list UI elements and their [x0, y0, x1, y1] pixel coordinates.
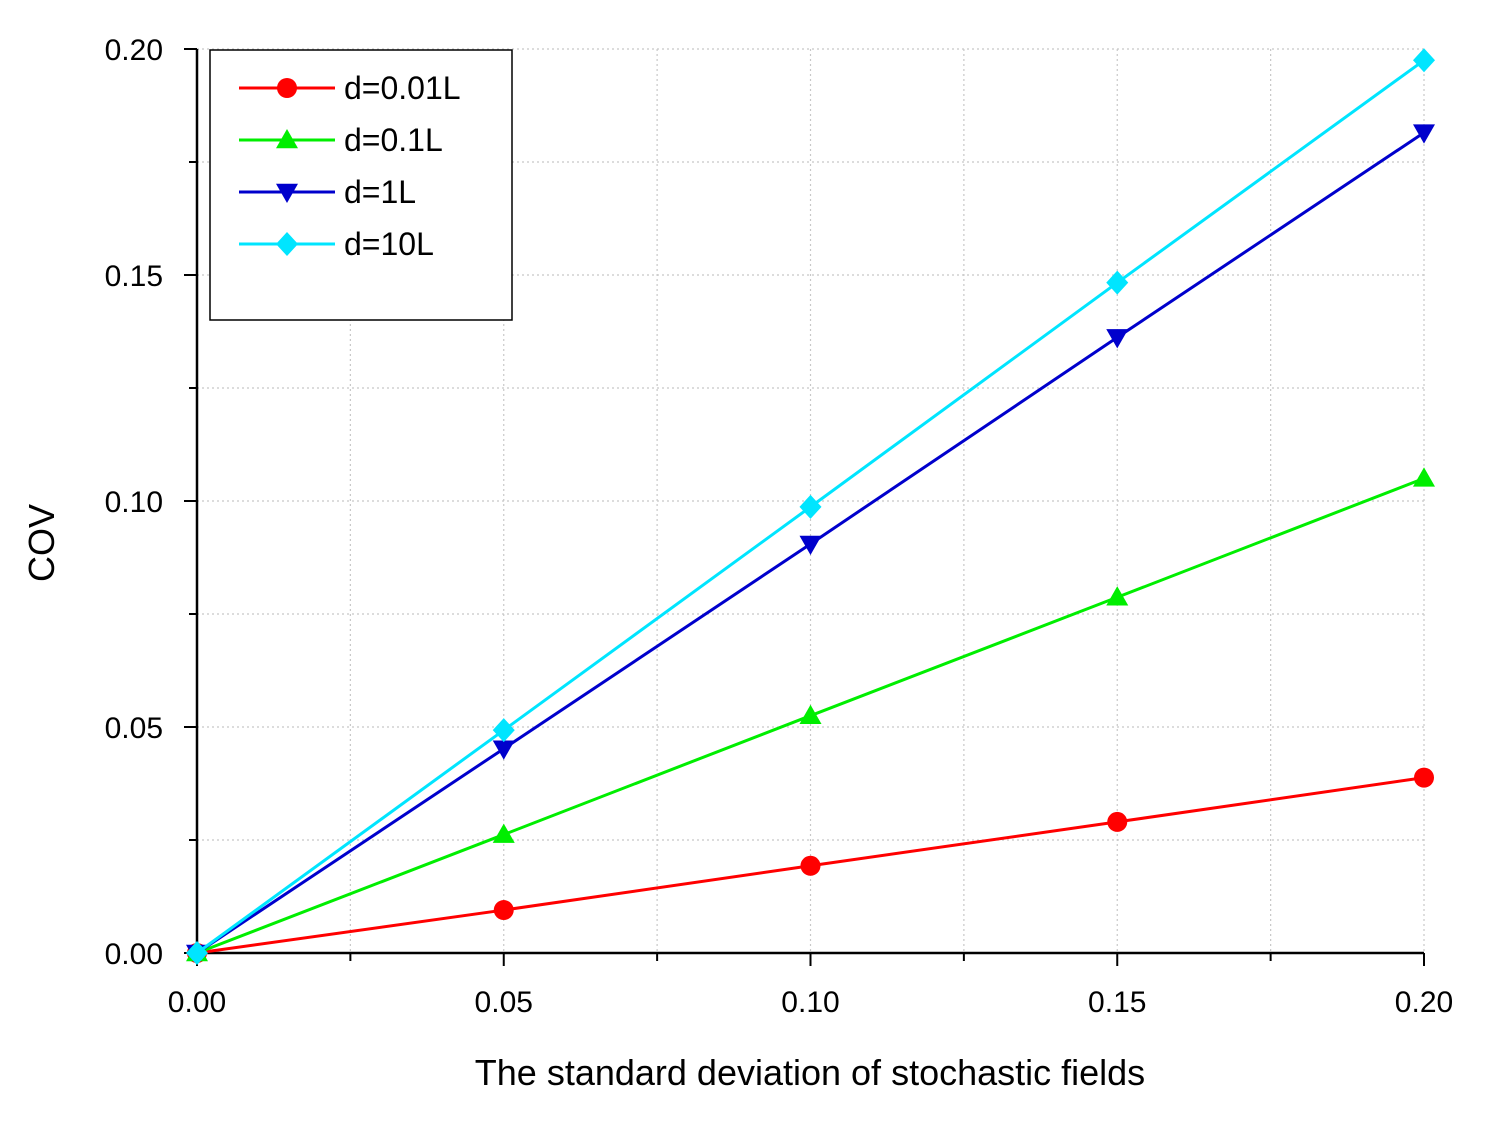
data-point: [1413, 124, 1435, 144]
legend-label: d=0.1L: [344, 122, 443, 158]
y-tick-label: 0.00: [105, 938, 163, 971]
legend-label: d=10L: [344, 226, 434, 262]
data-point: [1106, 586, 1129, 606]
data-point: [1106, 329, 1129, 349]
x-tick-label: 0.10: [781, 986, 839, 1019]
y-tick-label: 0.15: [105, 260, 163, 293]
legend: d=0.01L d=0.1L d=1L d=10L: [209, 49, 513, 321]
y-tick-label: 0.10: [105, 486, 163, 519]
data-point: [799, 494, 822, 519]
y-axis-title: COV: [21, 504, 62, 582]
series: [186, 48, 1435, 965]
data-point: [800, 855, 821, 876]
legend-label: d=1L: [344, 174, 416, 210]
ticks: 0.00 0.05 0.10 0.15 0.20 0.00 0.05 0.10 0.15 0.20: [105, 34, 1454, 1019]
legend-marker: [276, 183, 298, 203]
data-point: [492, 823, 515, 843]
legend-item: d=10L: [239, 226, 434, 262]
x-tick-label: 0.15: [1088, 986, 1146, 1019]
data-point: [492, 718, 515, 743]
x-tick-label: 0.05: [475, 986, 533, 1019]
data-point: [1107, 811, 1128, 832]
data-point: [799, 535, 822, 555]
legend-item: d=1L: [239, 174, 416, 210]
data-point: [799, 704, 822, 724]
legend-label: d=0.01L: [344, 70, 461, 106]
y-tick-label: 0.20: [105, 34, 163, 67]
data-point: [493, 900, 514, 921]
y-tick-label: 0.05: [105, 712, 163, 745]
legend-marker: [276, 232, 298, 256]
data-point: [492, 740, 515, 760]
legend-marker: [277, 78, 297, 98]
series-d=0.01L: [187, 767, 1434, 963]
data-point: [1413, 48, 1435, 73]
series-d=10L: [186, 48, 1435, 965]
x-axis-title: The standard deviation of stochastic fie…: [475, 1052, 1145, 1093]
data-point: [186, 941, 208, 965]
legend-item: d=0.1L: [239, 122, 443, 158]
data-point: [1106, 270, 1129, 295]
data-point: [1413, 467, 1435, 487]
legend-item: d=0.01L: [239, 70, 461, 106]
legend-marker: [276, 129, 298, 149]
x-tick-label: 0.00: [168, 986, 226, 1019]
x-tick-label: 0.20: [1395, 986, 1453, 1019]
legend-box: [209, 49, 513, 321]
data-point: [1414, 767, 1434, 788]
